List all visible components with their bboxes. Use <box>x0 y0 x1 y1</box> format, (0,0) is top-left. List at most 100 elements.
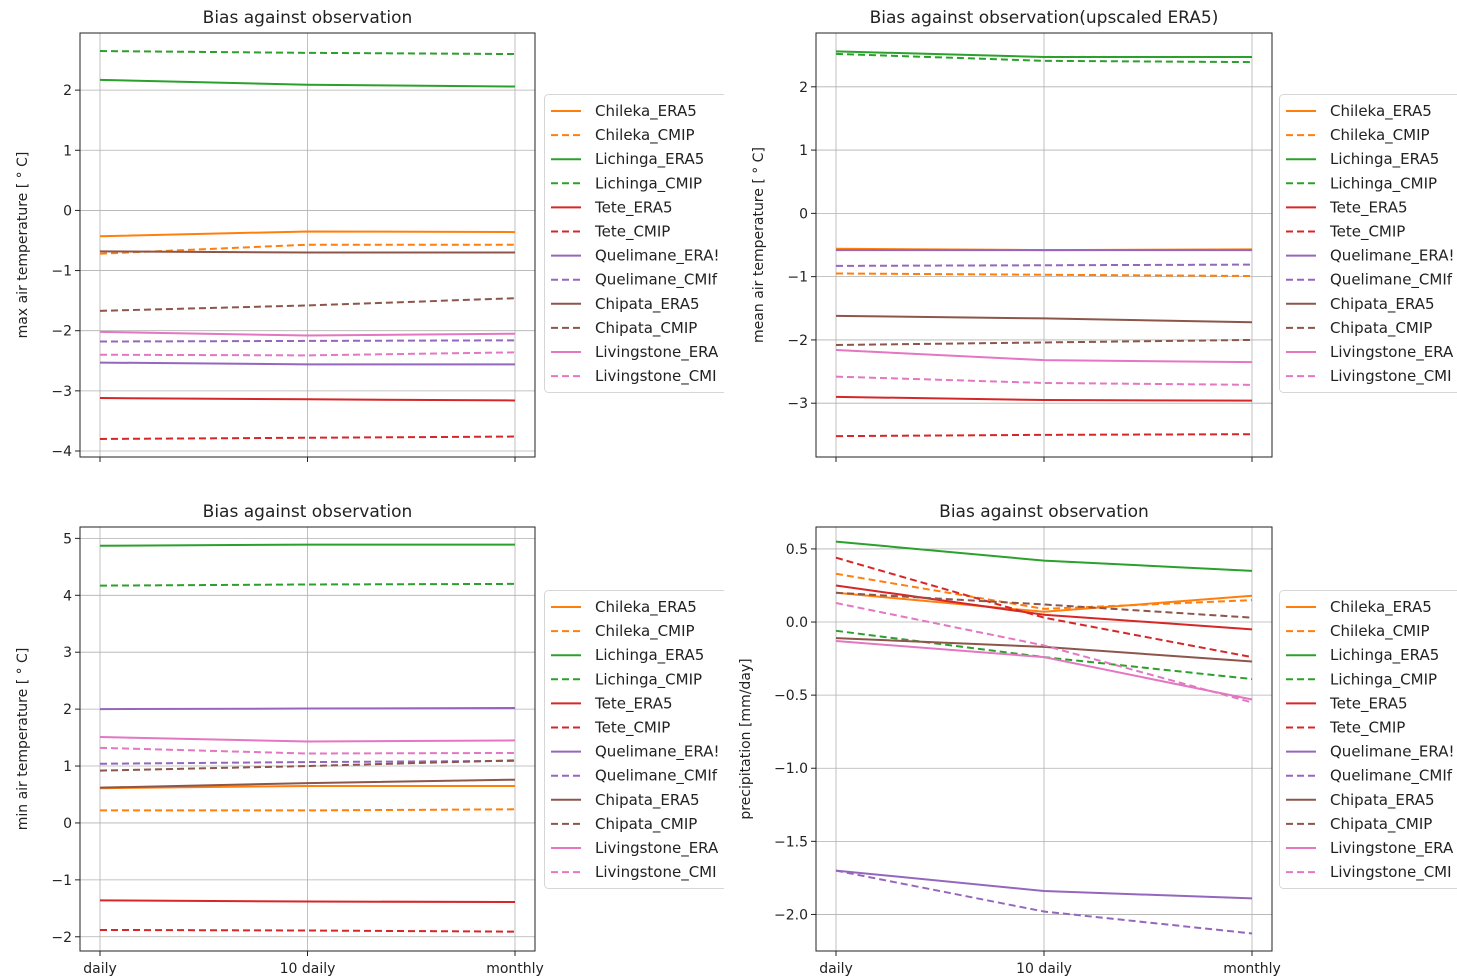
legend-entry: Tete_CMIP <box>594 223 670 242</box>
series-line-lichinga-cmip <box>99 582 516 587</box>
series-line-chipata-cmip <box>835 338 1253 346</box>
series-line-livingstone-era5 <box>835 349 1253 364</box>
series-line-quelimane-era5 <box>99 361 515 366</box>
series-line-chileka-cmip <box>835 572 1253 610</box>
y-tick-label: 2 <box>799 80 808 96</box>
chart-title: Bias against observation(upscaled ERA5) <box>870 8 1219 28</box>
y-tick-label: −2.0 <box>774 907 808 923</box>
legend-entry: Livingstone_CMI <box>595 863 717 882</box>
series-line-lichinga-era5 <box>99 78 516 88</box>
legend-entry: Quelimane_ERA! <box>595 247 719 266</box>
series-line-tete-era5 <box>835 395 1253 402</box>
legend: Chileka_ERA5 Chileka_CMIP Lichinga_ERA5 Lic… <box>1279 590 1457 889</box>
legend-entry: Tete_ERA5 <box>1329 198 1408 217</box>
legend-entry: Lichinga_CMIP <box>1330 670 1437 689</box>
legend-entry: Lichinga_CMIP <box>595 670 702 689</box>
y-tick-label: 0 <box>63 203 72 219</box>
legend-entry: Livingstone_ERA <box>1330 839 1454 858</box>
series-line-tete-cmip <box>835 556 1253 659</box>
y-tick-label: −2 <box>51 324 72 340</box>
series-line-livingstone-cmip <box>99 351 516 357</box>
legend-entry: Lichinga_ERA5 <box>595 150 704 169</box>
series-line-livingstone-era5 <box>99 330 516 337</box>
series-line-livingstone-cmip <box>835 375 1253 386</box>
series-line-livingstone-cmip <box>835 602 1253 704</box>
x-tick-label: daily <box>819 961 853 977</box>
y-axis-label: precipitation [mm/day] <box>738 658 754 819</box>
y-tick-label: −1.0 <box>774 761 808 777</box>
legend-entry: Livingstone_CMI <box>1330 863 1452 882</box>
legend-entry: Livingstone_ERA <box>1330 343 1454 362</box>
legend-entry: Quelimane_CMIf <box>1330 767 1453 786</box>
series-line-lichinga-cmip <box>835 52 1253 64</box>
y-tick-label: 5 <box>63 531 72 547</box>
legend-entry: Livingstone_ERA <box>595 839 719 858</box>
series-line-tete-cmip <box>99 435 516 440</box>
legend: Chileka_ERA5 Chileka_CMIP Lichinga_ERA5 Lic… <box>544 590 724 889</box>
y-tick-label: −1 <box>51 873 72 889</box>
series-line-lichinga-era5 <box>99 543 515 547</box>
y-tick-label: 1 <box>63 143 72 159</box>
series-line-lichinga-era5 <box>835 50 1252 59</box>
series-line-chipata-era5 <box>835 637 1253 663</box>
series-line-livingstone-cmip <box>99 746 516 755</box>
series-line-chipata-era5 <box>99 778 516 789</box>
series-line-chipata-era5 <box>835 314 1253 324</box>
series-line-quelimane-cmip <box>835 263 1253 267</box>
series-line-chileka-era5 <box>835 591 1253 613</box>
legend-entry: Lichinga_CMIP <box>1330 174 1437 193</box>
y-tick-label: 0.0 <box>786 615 808 631</box>
y-axis-label: min air temperature [ ° C] <box>15 648 31 831</box>
y-tick-label: 1 <box>799 143 808 159</box>
chart-title: Bias against observation <box>203 502 413 522</box>
legend-entry: Tete_ERA5 <box>1329 694 1408 713</box>
y-tick-label: 1 <box>63 759 72 775</box>
legend-entry: Tete_CMIP <box>1329 223 1405 242</box>
y-tick-label: 0.5 <box>786 542 808 558</box>
legend-entry: Livingstone_ERA <box>595 343 719 362</box>
legend-entry: Chileka_CMIP <box>595 126 695 145</box>
y-tick-label: 2 <box>63 702 72 718</box>
legend-entry: Lichinga_ERA5 <box>1330 150 1439 169</box>
legend-entry: Chipata_CMIP <box>1330 815 1432 834</box>
legend-box <box>544 94 724 393</box>
series-line-quelimane-cmip <box>99 339 516 343</box>
series-line-lichinga-era5 <box>835 540 1253 572</box>
series-line-tete-cmip <box>99 928 516 933</box>
chart-title: Bias against observation <box>939 502 1149 522</box>
legend-entry: Quelimane_CMIf <box>595 271 718 290</box>
legend-entry: Chipata_ERA5 <box>595 295 700 314</box>
y-axis-label: max air temperature [ ° C] <box>15 152 31 339</box>
x-tick-label: daily <box>83 961 117 977</box>
legend-entry: Lichinga_CMIP <box>595 174 702 193</box>
y-axis-label: mean air temperature [ ° C] <box>751 147 767 343</box>
legend-entry: Livingstone_CMI <box>1330 367 1452 386</box>
legend-entry: Chipata_CMIP <box>595 319 697 338</box>
series-line-chipata-cmip <box>99 297 516 312</box>
y-tick-label: 3 <box>63 645 72 661</box>
y-tick-label: −0.5 <box>774 688 808 704</box>
legend-entry: Tete_ERA5 <box>594 198 673 217</box>
legend-entry: Quelimane_ERA! <box>1330 743 1454 762</box>
series-line-chileka-cmip <box>100 808 516 812</box>
legend-entry: Quelimane_ERA! <box>595 743 719 762</box>
x-tick-label: 10 daily <box>280 961 336 977</box>
legend-entry: Quelimane_CMIf <box>595 767 718 786</box>
legend-entry: Chipata_ERA5 <box>1330 295 1435 314</box>
series-line-livingstone-era5 <box>99 736 516 743</box>
chart-panel-4: 0.5 0.0 −0.5 −1.0 −1.5 −2.0 daily 10 daily month… <box>738 502 1457 977</box>
series-line-livingstone-era5 <box>835 640 1253 701</box>
legend-entry: Quelimane_ERA! <box>1330 247 1454 266</box>
legend-entry: Chipata_ERA5 <box>1330 791 1435 810</box>
series-line-chileka-cmip <box>835 272 1253 278</box>
series-line-lichinga-cmip <box>99 50 516 56</box>
legend-entry: Livingstone_CMI <box>595 367 717 386</box>
legend-entry: Chipata_ERA5 <box>595 791 700 810</box>
series-line-chileka-cmip <box>99 243 515 255</box>
x-tick-label: monthly <box>486 961 544 977</box>
series-line-tete-era5 <box>835 584 1253 631</box>
y-tick-label: −3 <box>51 384 72 400</box>
legend-entry: Chipata_CMIP <box>595 815 697 834</box>
y-tick-label: −2 <box>787 333 808 349</box>
